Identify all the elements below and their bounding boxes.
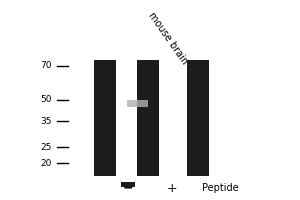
Text: 20: 20 (40, 158, 52, 168)
Text: 50: 50 (40, 96, 52, 104)
Bar (94, 60, 116, 176)
Text: Peptide: Peptide (202, 183, 238, 193)
Text: −: − (123, 182, 133, 194)
Bar (127, 99, 148, 106)
Text: 70: 70 (40, 62, 52, 71)
Text: mouse brain: mouse brain (147, 10, 190, 66)
Text: 25: 25 (40, 142, 52, 152)
Text: 35: 35 (40, 116, 52, 126)
Bar (187, 60, 209, 176)
Text: +: + (167, 182, 177, 194)
Bar (121, 182, 135, 187)
Bar (137, 60, 159, 176)
